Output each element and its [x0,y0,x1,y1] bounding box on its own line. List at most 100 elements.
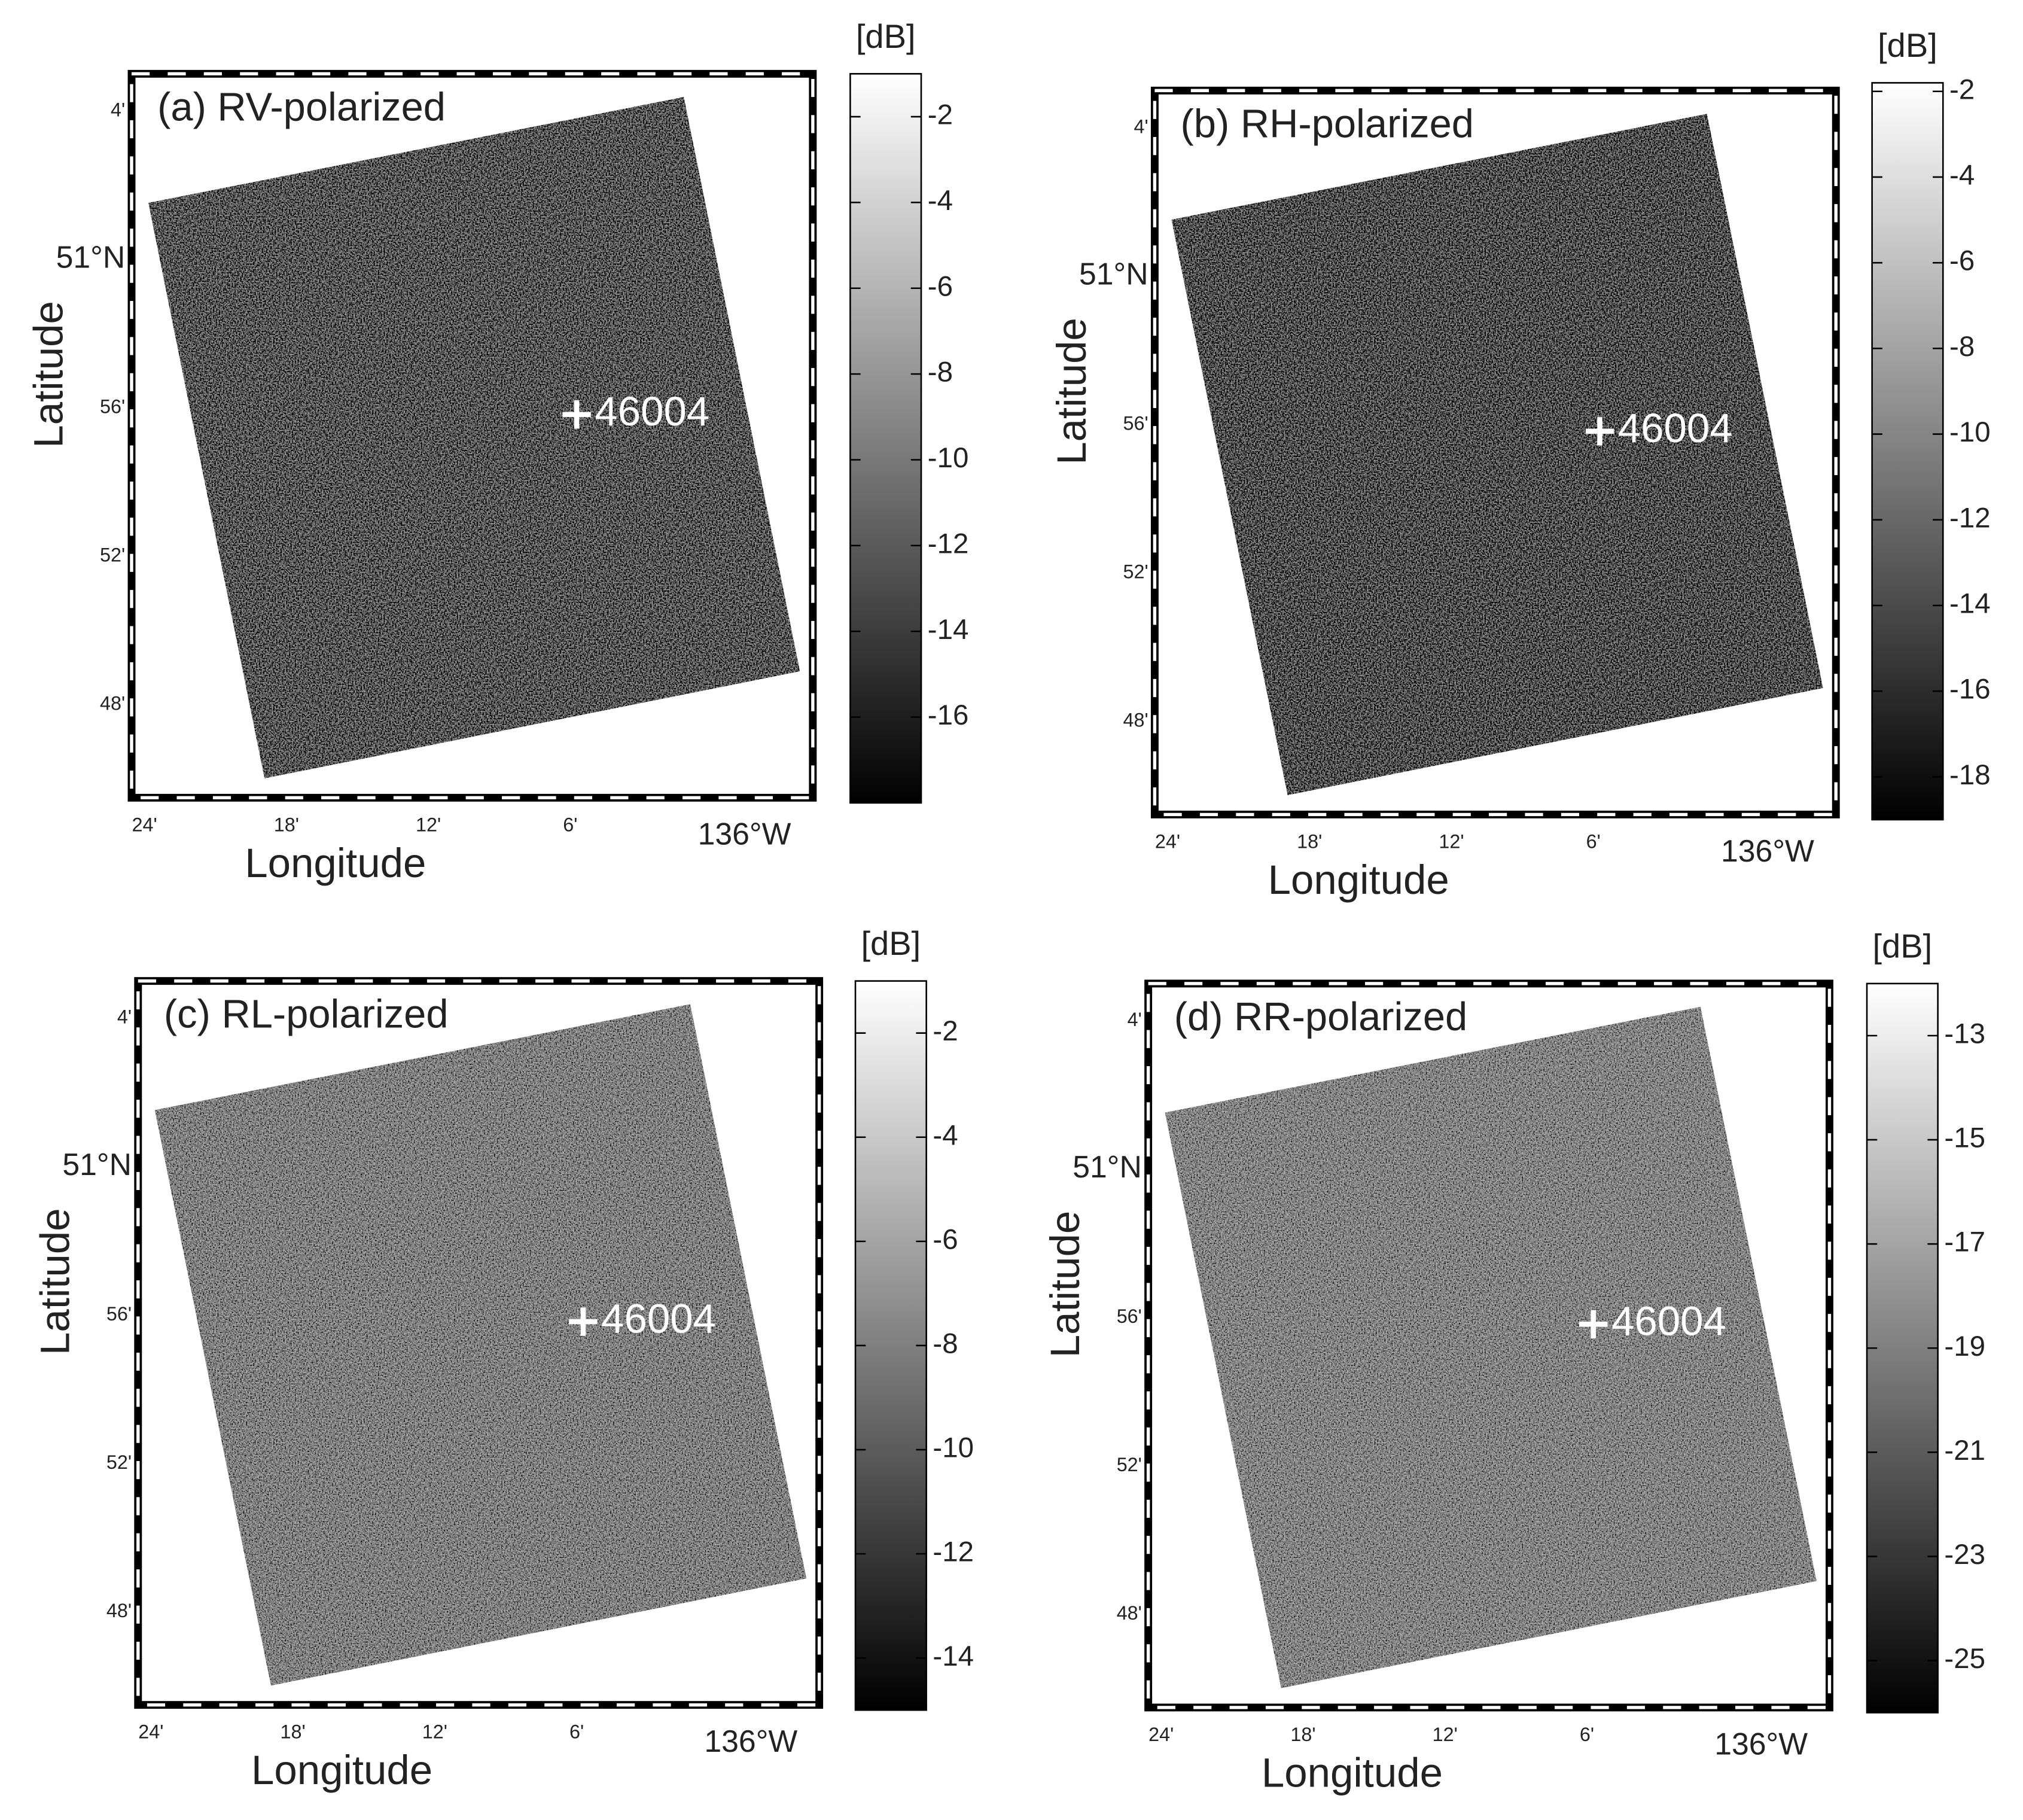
lat-label: 51°N [1079,257,1148,291]
lat-label: 4' [111,99,125,120]
lon-label: 24' [1155,830,1180,852]
lat-label: 56' [1123,413,1148,434]
lon-label: 12' [1433,1724,1458,1745]
y-axis-label: Latitude [1042,1211,1088,1358]
lon-label: 12' [416,814,441,835]
colorbar-tick-label: -10 [928,442,969,474]
lat-label: 52' [1117,1454,1142,1475]
lat-label: 48' [1117,1602,1142,1624]
colorbar-tick-label: -2 [928,99,953,131]
sar-image [1165,1006,1817,1688]
lon-label: 24' [138,1721,163,1743]
y-axis-label: Latitude [26,301,72,448]
buoy-label: 46004 [595,388,709,434]
colorbar-tick-label: -14 [1949,588,1991,620]
sar-image [1171,114,1823,796]
colorbar-label: [dB] [1872,927,1932,965]
lon-label: 136°W [704,1724,797,1758]
colorbar [849,73,922,804]
colorbar [1866,982,1939,1714]
colorbar-tick-label: -2 [1949,74,1975,105]
x-axis-label: Longitude [245,840,426,886]
buoy-label: 46004 [1618,405,1733,451]
lat-label: 4' [1134,115,1148,137]
colorbar-tick-label: -18 [1949,759,1991,791]
panel-title: (a) RV-polarized [157,84,446,129]
x-axis-label: Longitude [1262,1750,1443,1796]
colorbar-tick-label: -23 [1944,1539,1985,1571]
lat-label: 52' [1123,561,1148,583]
lat-label: 56' [100,396,125,418]
colorbar-tick-label: -19 [1944,1331,1985,1362]
colorbar-tick-label: -4 [1949,159,1975,191]
colorbar-tick-label: -12 [1949,502,1991,534]
colorbar-tick-label: -21 [1944,1435,1985,1466]
map-frame-dashes [1146,982,1832,1709]
lon-label: 24' [1148,1724,1174,1745]
lon-label: 24' [132,814,157,835]
colorbar-tick-label: -12 [933,1536,974,1568]
x-axis-label: Longitude [251,1747,432,1793]
lon-label: 6' [1580,1724,1594,1745]
lat-label: 52' [100,544,125,566]
colorbar-label: [dB] [1878,26,1937,64]
y-axis-label: Latitude [32,1208,78,1355]
lon-label: 18' [1297,830,1322,852]
colorbar-tick-label: -12 [928,528,969,559]
colorbar-tick-label: -8 [1949,331,1975,363]
lon-label: 6' [1586,830,1601,852]
lat-label: 4' [1128,1009,1142,1030]
y-axis-label: Latitude [1049,318,1095,465]
colorbar-tick-label: -14 [928,614,969,646]
lat-label: 51°N [1073,1149,1142,1184]
map-frame-dashes [130,72,815,800]
panel-title: (d) RR-polarized [1174,994,1467,1039]
lon-label: 12' [422,1721,447,1743]
colorbar-tick-label: -4 [928,185,953,217]
colorbar-tick-label: -8 [933,1328,958,1359]
lat-label: 48' [100,693,125,714]
panel: (d) RR-polarized 46004 4' 51°N 56' 52' 48' 24' 1… [1042,927,1985,1796]
lat-label: 51°N [62,1147,132,1182]
colorbar-tick-label: -8 [928,357,953,388]
colorbar-tick-label: -4 [933,1119,958,1151]
lat-label: 48' [106,1600,132,1621]
sar-image [148,97,800,778]
colorbar [854,980,927,1711]
map-frame-dashes [1153,89,1838,817]
lat-label: 51°N [56,240,126,275]
lon-label: 6' [563,814,577,835]
colorbar-tick-label: -15 [1944,1122,1985,1154]
panel-title: (b) RH-polarized [1181,101,1474,146]
lat-label: 56' [106,1303,132,1325]
x-axis-label: Longitude [1268,857,1449,903]
colorbar-label: [dB] [856,17,916,55]
lon-label: 18' [1290,1724,1315,1745]
lat-label: 48' [1123,710,1148,731]
colorbar-tick-label: -6 [933,1224,958,1255]
colorbar-tick-label: -6 [928,270,953,302]
panel: (a) RV-polarized 46004 4' 51°N 56' 52' 48' 24' 1… [26,17,969,886]
colorbar-tick-label: -10 [933,1432,974,1464]
colorbar-tick-label: -2 [933,1015,958,1047]
colorbar-tick-label: -16 [1949,674,1991,705]
lat-label: 4' [117,1006,132,1028]
sar-image [154,1004,807,1686]
colorbar-tick-label: -13 [1944,1018,1985,1050]
colorbar [1871,82,1944,821]
colorbar-tick-label: -14 [933,1641,974,1672]
lon-label: 136°W [1714,1726,1808,1761]
lon-label: 18' [281,1721,306,1743]
buoy-label: 46004 [601,1295,716,1341]
colorbar-tick-label: -25 [1944,1643,1985,1675]
map-frame-dashes [136,979,821,1707]
panel: (c) RL-polarized 46004 4' 51°N 56' 52' 48' 24' 1… [32,924,974,1793]
colorbar-tick-label: -17 [1944,1226,1985,1258]
lon-label: 18' [274,814,299,835]
lon-label: 136°W [1721,833,1814,868]
buoy-label: 46004 [1611,1298,1726,1344]
lat-label: 56' [1117,1305,1142,1327]
lon-label: 136°W [698,817,791,851]
lon-label: 12' [1439,830,1464,852]
